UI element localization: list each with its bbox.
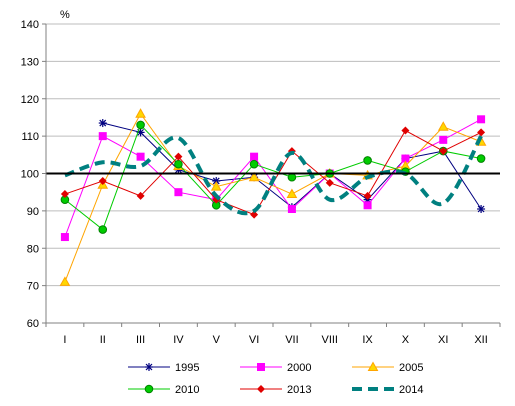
series-layer (59, 108, 487, 286)
legend-label: 1995 (175, 362, 199, 374)
series-2014 (64, 135, 483, 216)
x-tick-label: I (63, 334, 66, 346)
legend-label: 2014 (399, 384, 423, 396)
y-tick-label: 120 (21, 94, 39, 106)
x-tick-label: XII (474, 334, 487, 346)
data-point-2005 (286, 188, 298, 199)
data-point-2000 (287, 205, 296, 214)
data-point-2005 (135, 108, 146, 118)
data-point-2010 (136, 120, 145, 130)
y-tick-label: 100 (21, 169, 39, 181)
data-point-2010 (363, 156, 372, 165)
data-point-2000 (363, 201, 372, 210)
legend-label: 2005 (399, 362, 423, 374)
series-2005 (59, 108, 487, 286)
x-tick-label: IV (173, 334, 184, 346)
y-axis-unit-label: % (60, 9, 70, 21)
y-tick-label: 140 (21, 19, 39, 31)
data-point-2005 (210, 181, 222, 191)
data-point-2010 (174, 159, 183, 169)
data-point-2010 (287, 172, 297, 182)
data-point-2000 (439, 135, 448, 144)
data-point-2013 (60, 190, 69, 199)
data-point-2013 (401, 126, 410, 135)
data-point-2013 (363, 191, 372, 200)
data-point-2010 (476, 154, 486, 163)
y-tick-label: 90 (27, 206, 39, 218)
data-point-2005 (248, 171, 260, 182)
legend-entry-2014: 2014 (352, 384, 423, 396)
x-tick-label: VII (285, 334, 298, 346)
data-point-2013 (174, 152, 183, 161)
data-point-2010 (249, 159, 259, 169)
legend-label: 2010 (175, 384, 199, 396)
legend-entry-1995: 1995 (128, 362, 199, 374)
legend-marker (145, 363, 153, 371)
data-point-2013 (325, 178, 334, 187)
x-axis-tick-labels: I II III IV V VI VII VIII IX X XI XII (63, 334, 487, 346)
data-point-2000 (250, 152, 259, 161)
y-tick-label: 70 (27, 281, 39, 293)
x-tick-label: VIII (321, 334, 338, 346)
legend-entry-2000: 2000 (240, 362, 311, 374)
data-point-2000 (477, 115, 486, 124)
data-point-2000 (136, 152, 145, 161)
data-point-2010 (98, 225, 108, 234)
series-1995 (98, 119, 486, 214)
legend-entry-2010: 2010 (128, 384, 199, 396)
legend-label: 2000 (287, 362, 311, 374)
legend-entry-2013: 2013 (240, 384, 311, 396)
axes (42, 23, 501, 327)
data-point-1995 (477, 205, 486, 214)
data-point-2005 (59, 276, 71, 286)
x-tick-label: IX (362, 334, 373, 346)
data-point-2013 (439, 147, 448, 156)
series-line-2005 (64, 112, 482, 283)
x-tick-label: X (402, 334, 410, 346)
y-axis-tick-labels: 60 70 80 90 100 110 120 130 140 (21, 19, 39, 330)
series-line-2010 (64, 123, 482, 231)
data-point-2013 (136, 191, 145, 200)
x-tick-label: III (136, 334, 145, 346)
data-point-2013 (477, 128, 486, 137)
legend-entry-2005: 2005 (352, 361, 423, 374)
data-point-1995 (98, 119, 107, 128)
x-tick-label: VI (249, 334, 259, 346)
data-point-2005 (437, 121, 449, 131)
data-point-2000 (60, 233, 69, 242)
data-point-2000 (174, 188, 183, 197)
y-tick-label: 80 (27, 243, 39, 255)
legend-label: 2013 (287, 384, 311, 396)
legend-marker (367, 361, 379, 371)
x-tick-label: II (100, 334, 106, 346)
legend-marker (257, 385, 265, 393)
series-line-2014 (64, 135, 483, 216)
y-tick-label: 60 (27, 318, 39, 330)
data-point-2013 (98, 176, 107, 185)
legend-marker (144, 384, 154, 394)
y-tick-label: 110 (21, 131, 39, 143)
x-tick-label: V (213, 334, 221, 346)
legend-marker (257, 363, 265, 371)
y-tick-label: 130 (21, 56, 39, 68)
x-tick-label: XI (438, 334, 448, 346)
data-point-2013 (250, 210, 259, 219)
legend: 1995 2000 2005 2010 2013 2014 (128, 361, 423, 396)
data-point-2000 (98, 132, 107, 141)
